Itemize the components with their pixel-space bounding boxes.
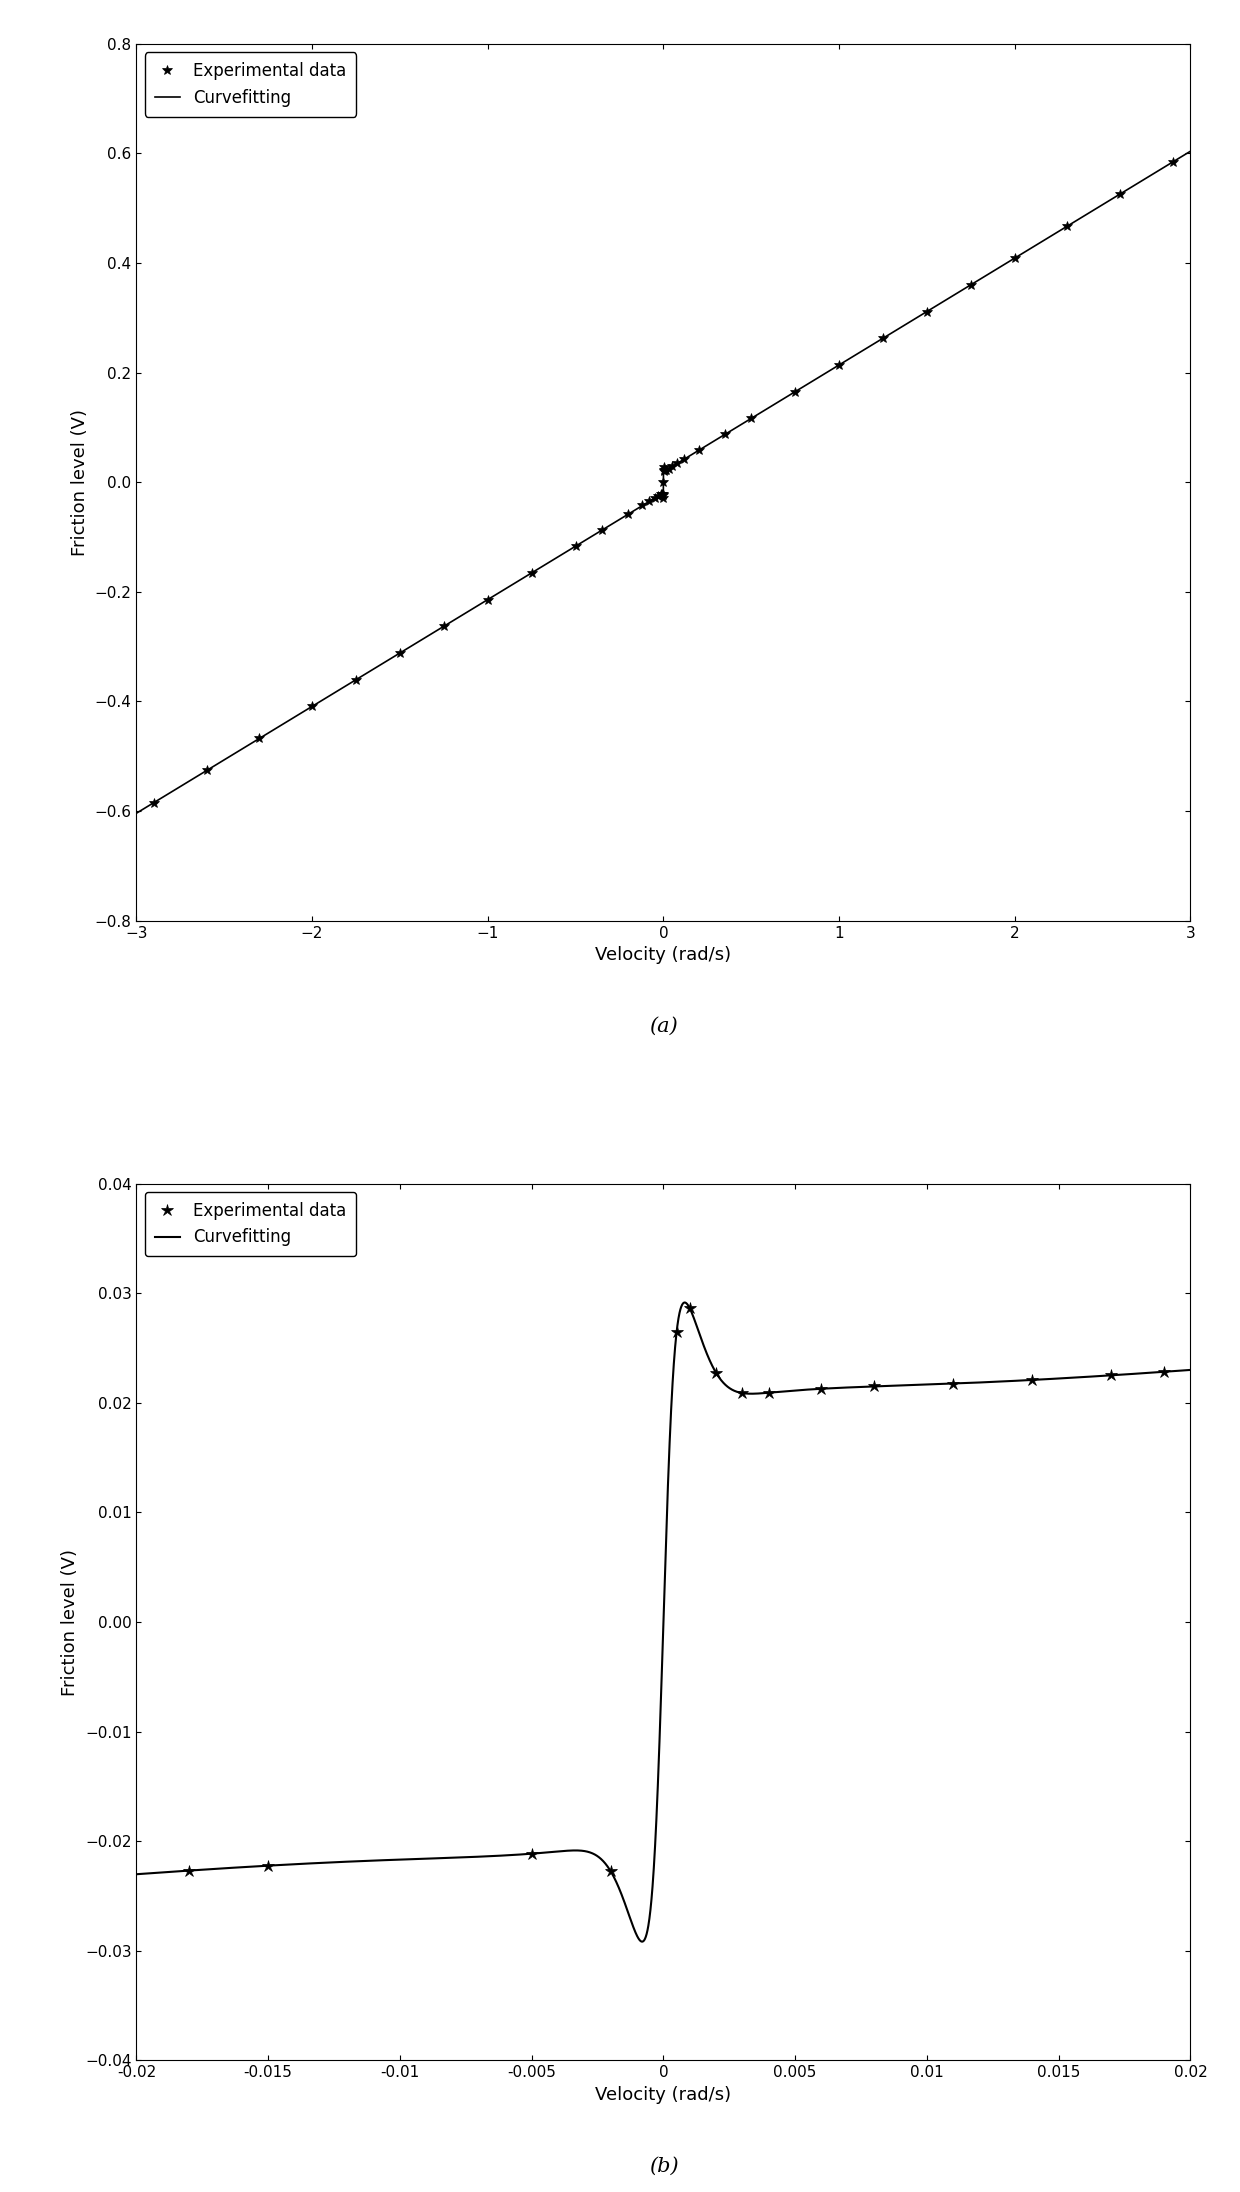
Legend: Experimental data, Curvefitting: Experimental data, Curvefitting (145, 1192, 356, 1256)
X-axis label: Velocity (rad/s): Velocity (rad/s) (595, 947, 732, 964)
Text: (a): (a) (649, 1017, 678, 1037)
Legend: Experimental data, Curvefitting: Experimental data, Curvefitting (145, 53, 356, 116)
Text: (b): (b) (649, 2157, 678, 2177)
Y-axis label: Friction level (V): Friction level (V) (71, 408, 89, 557)
Y-axis label: Friction level (V): Friction level (V) (61, 1548, 79, 1697)
X-axis label: Velocity (rad/s): Velocity (rad/s) (595, 2087, 732, 2104)
